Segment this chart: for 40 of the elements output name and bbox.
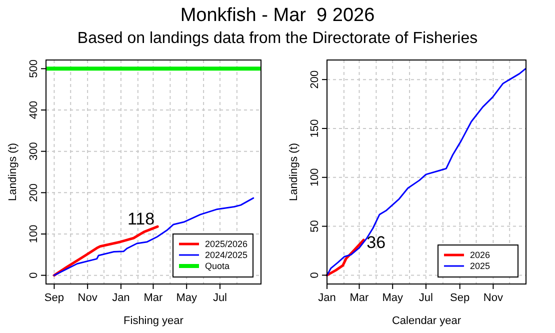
x-tick-label: Jan	[318, 292, 336, 304]
annotation: 118	[127, 210, 155, 229]
legend-label: 2025	[470, 261, 490, 271]
legend-label: 2026	[470, 250, 490, 260]
y-tick-label: 100	[309, 168, 321, 187]
x-tick-label: May	[176, 292, 198, 304]
x-tick-label: Nov	[483, 292, 504, 304]
y-tick-label: 0	[309, 272, 321, 278]
x-tick-label: Sep	[44, 292, 64, 304]
x-tick-label: Sep	[450, 292, 470, 304]
x-tick-label: Jul	[212, 292, 227, 304]
y-tick-label: 50	[309, 220, 321, 232]
y-axis-title: Landings (t)	[288, 142, 300, 202]
y-tick-label: 500	[28, 60, 40, 78]
y-tick-label: 300	[28, 142, 40, 161]
y-tick-label: 200	[309, 70, 321, 89]
x-axis-title: Fishing year	[124, 315, 184, 327]
x-tick-label: Mar	[350, 292, 370, 304]
legend-label: Quota	[205, 261, 230, 271]
x-axis-title: Calendar year	[392, 315, 462, 327]
x-tick-label: May	[382, 292, 404, 304]
y-tick-label: 400	[28, 100, 40, 120]
x-tick-label: Mar	[144, 292, 164, 304]
line-series	[326, 68, 526, 276]
line-series	[53, 197, 254, 276]
y-tick-label: 200	[28, 183, 40, 202]
y-tick-label: 100	[28, 224, 40, 244]
chart-title: Monkfish - Mar 9 2026	[180, 5, 375, 26]
y-axis-title: Landings (t)	[7, 142, 19, 202]
x-tick-label: Nov	[78, 292, 98, 304]
legend-label: 2025/2026	[205, 239, 248, 249]
y-tick-label: 150	[309, 119, 321, 138]
y-tick-label: 0	[28, 272, 40, 278]
x-tick-label: Jul	[418, 292, 433, 304]
line-series	[52, 225, 159, 277]
line-series	[326, 238, 365, 276]
annotation: 36	[366, 232, 386, 252]
x-tick-label: Jan	[112, 292, 130, 304]
legend-label: 2024/2025	[205, 250, 248, 260]
chart-subtitle: Based on landings data from the Directorate of Fisheries	[77, 30, 478, 47]
